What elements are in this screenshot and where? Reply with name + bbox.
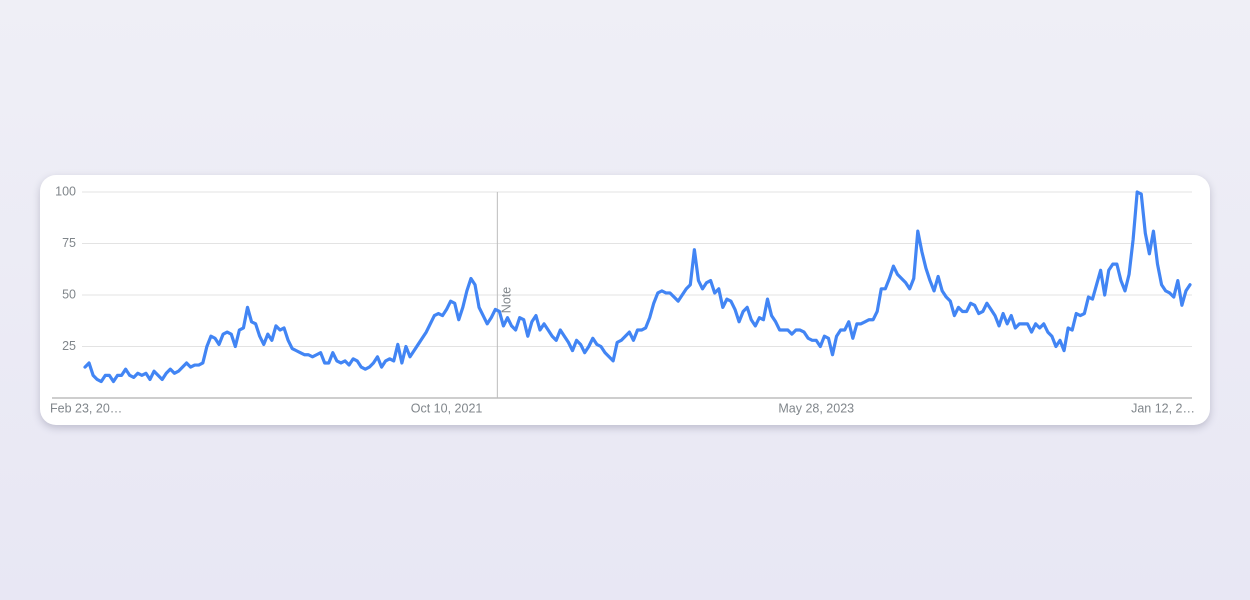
y-tick-label: 100 bbox=[55, 184, 76, 198]
y-tick-label: 50 bbox=[62, 287, 76, 301]
y-tick-label: 75 bbox=[62, 236, 76, 250]
trend-line bbox=[83, 190, 1192, 384]
chart-card bbox=[40, 175, 1210, 425]
annotation-label: Note bbox=[500, 287, 514, 313]
x-tick-label: Feb 23, 20… bbox=[50, 401, 122, 415]
y-tick-label: 25 bbox=[62, 339, 76, 353]
x-tick-label: Oct 10, 2021 bbox=[411, 401, 483, 415]
x-tick-label: May 28, 2023 bbox=[778, 401, 854, 415]
x-tick-label: Jan 12, 2… bbox=[1131, 401, 1195, 415]
